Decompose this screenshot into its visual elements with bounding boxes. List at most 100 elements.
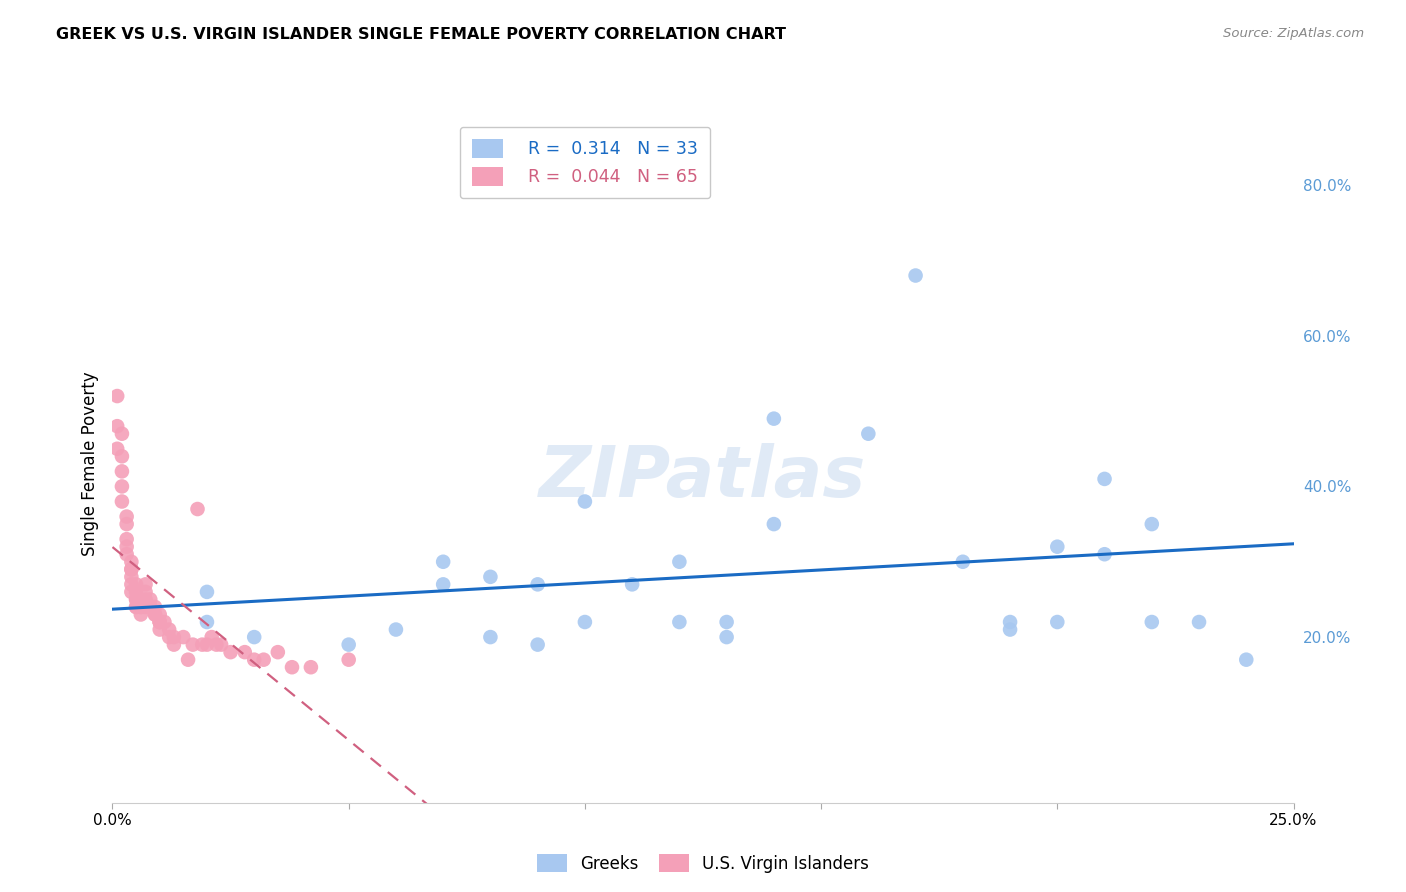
Point: [716, 630, 738, 644]
Point: [120, 585, 142, 599]
Point: [1140, 517, 1163, 532]
Point: [139, 599, 162, 614]
Point: [186, 502, 208, 516]
Legend:   R =  0.314   N = 33,   R =  0.044   N = 65: R = 0.314 N = 33, R = 0.044 N = 65: [460, 127, 710, 198]
Point: [149, 607, 172, 622]
Point: [205, 638, 228, 652]
Point: [201, 630, 224, 644]
Point: [253, 653, 276, 667]
Y-axis label: Single Female Poverty: Single Female Poverty: [80, 372, 98, 556]
Point: [243, 630, 266, 644]
Point: [574, 494, 596, 508]
Point: [574, 615, 596, 629]
Point: [120, 562, 142, 576]
Point: [195, 638, 218, 652]
Point: [111, 494, 134, 508]
Point: [1046, 615, 1069, 629]
Point: [135, 585, 157, 599]
Point: [762, 517, 785, 532]
Point: [157, 623, 180, 637]
Text: GREEK VS U.S. VIRGIN ISLANDER SINGLE FEMALE POVERTY CORRELATION CHART: GREEK VS U.S. VIRGIN ISLANDER SINGLE FEM…: [56, 27, 786, 42]
Point: [125, 592, 148, 607]
Point: [115, 547, 138, 561]
Point: [952, 555, 974, 569]
Point: [105, 389, 128, 403]
Point: [281, 660, 304, 674]
Point: [762, 411, 785, 425]
Point: [668, 615, 690, 629]
Point: [998, 623, 1021, 637]
Point: [1094, 472, 1116, 486]
Point: [998, 615, 1021, 629]
Point: [129, 599, 152, 614]
Point: [1046, 540, 1069, 554]
Point: [385, 623, 408, 637]
Point: [195, 615, 218, 629]
Point: [125, 592, 148, 607]
Point: [135, 599, 157, 614]
Point: [149, 615, 172, 629]
Point: [904, 268, 927, 283]
Point: [115, 540, 138, 554]
Point: [105, 442, 128, 456]
Text: Source: ZipAtlas.com: Source: ZipAtlas.com: [1223, 27, 1364, 40]
Point: [135, 592, 157, 607]
Point: [129, 599, 152, 614]
Point: [111, 450, 134, 464]
Point: [432, 555, 454, 569]
Point: [115, 517, 138, 532]
Text: ZIPatlas: ZIPatlas: [540, 443, 866, 512]
Point: [668, 555, 690, 569]
Point: [337, 638, 360, 652]
Point: [139, 599, 162, 614]
Point: [716, 615, 738, 629]
Point: [163, 630, 186, 644]
Point: [125, 599, 148, 614]
Point: [143, 599, 166, 614]
Point: [267, 645, 290, 659]
Legend: Greeks, U.S. Virgin Islanders: Greeks, U.S. Virgin Islanders: [530, 847, 876, 880]
Point: [120, 555, 142, 569]
Point: [135, 577, 157, 591]
Point: [120, 562, 142, 576]
Point: [209, 638, 232, 652]
Point: [172, 630, 194, 644]
Point: [621, 577, 644, 591]
Point: [479, 570, 502, 584]
Point: [120, 570, 142, 584]
Point: [111, 464, 134, 478]
Point: [143, 607, 166, 622]
Point: [143, 607, 166, 622]
Point: [111, 479, 134, 493]
Point: [125, 599, 148, 614]
Point: [153, 615, 176, 629]
Point: [177, 653, 200, 667]
Point: [163, 638, 186, 652]
Point: [115, 509, 138, 524]
Point: [181, 638, 204, 652]
Point: [191, 638, 214, 652]
Point: [1234, 653, 1257, 667]
Point: [157, 630, 180, 644]
Point: [129, 607, 152, 622]
Point: [233, 645, 256, 659]
Point: [125, 577, 148, 591]
Point: [120, 577, 142, 591]
Point: [337, 653, 360, 667]
Point: [858, 426, 880, 441]
Point: [139, 592, 162, 607]
Point: [243, 653, 266, 667]
Point: [125, 585, 148, 599]
Point: [1140, 615, 1163, 629]
Point: [195, 585, 218, 599]
Point: [111, 426, 134, 441]
Point: [105, 419, 128, 434]
Point: [149, 623, 172, 637]
Point: [149, 615, 172, 629]
Point: [149, 615, 172, 629]
Point: [526, 577, 548, 591]
Point: [219, 645, 242, 659]
Point: [1094, 547, 1116, 561]
Point: [1188, 615, 1211, 629]
Point: [479, 630, 502, 644]
